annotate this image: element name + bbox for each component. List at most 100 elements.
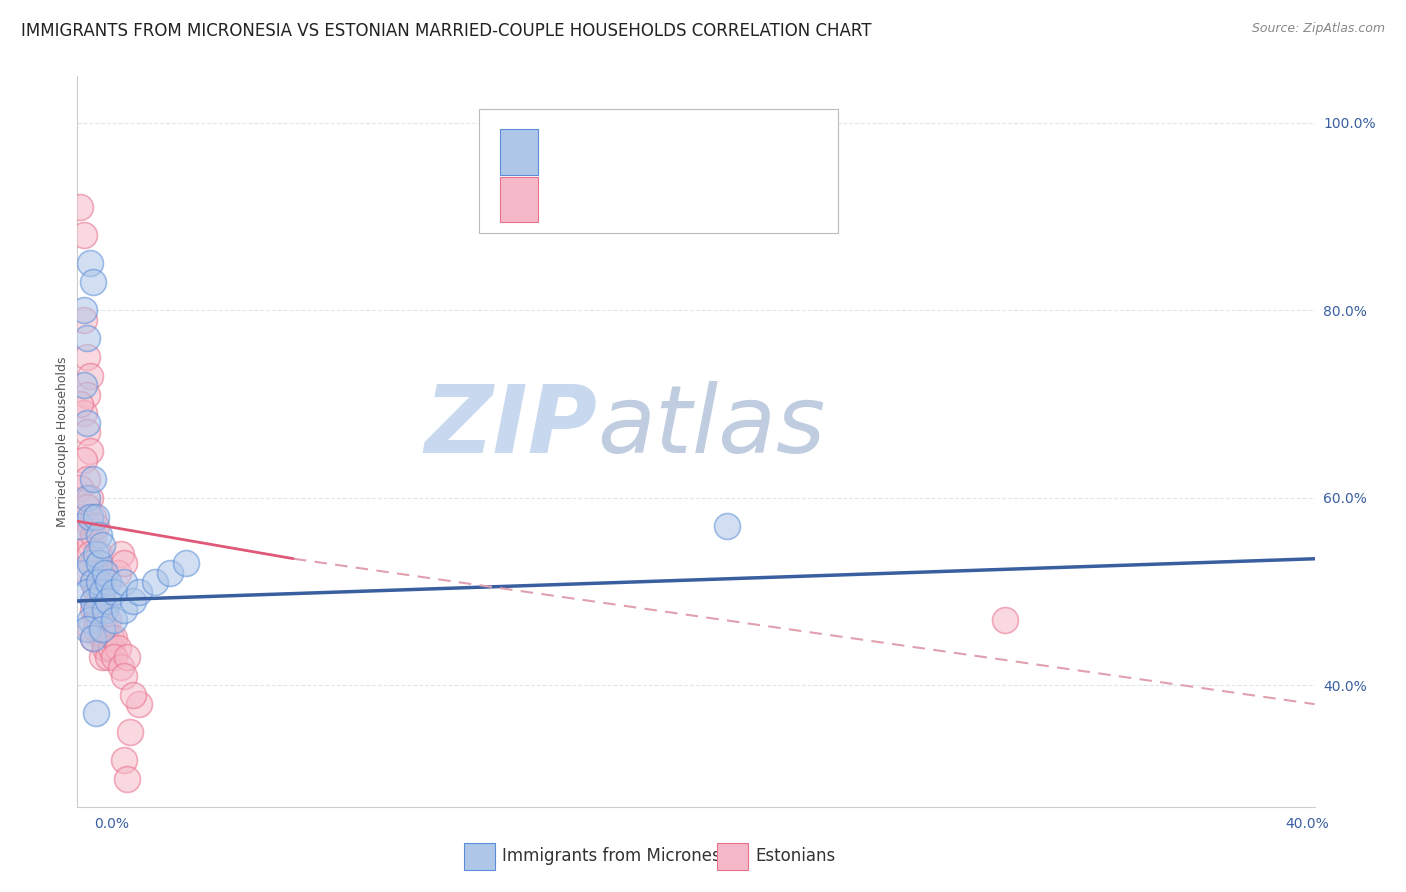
Point [128, 697, 150, 711]
Point [79, 538, 101, 552]
Point [994, 613, 1017, 627]
Point [112, 603, 135, 617]
Point [115, 772, 138, 786]
Point [122, 594, 145, 608]
Text: R = -0.067   N = 67: R = -0.067 N = 67 [550, 190, 713, 208]
Point [72, 228, 94, 243]
Point [100, 632, 122, 646]
Point [103, 613, 125, 627]
Point [82, 472, 104, 486]
Point [84, 584, 107, 599]
Point [72, 453, 94, 467]
Point [97, 594, 120, 608]
Point [91, 650, 114, 665]
Point [82, 528, 104, 542]
Text: ZIP: ZIP [425, 381, 598, 473]
Point [91, 584, 114, 599]
Point [69, 200, 91, 214]
Text: 40.0%: 40.0% [1285, 817, 1329, 830]
Point [112, 753, 135, 767]
Point [91, 632, 114, 646]
Y-axis label: Married-couple Households: Married-couple Households [56, 356, 69, 527]
Point [82, 575, 104, 590]
Point [76, 387, 98, 401]
Point [76, 566, 98, 580]
Point [76, 622, 98, 636]
Point [79, 509, 101, 524]
Point [79, 622, 101, 636]
Point [84, 603, 107, 617]
Text: Estonians: Estonians [755, 847, 835, 865]
Point [82, 575, 104, 590]
Point [97, 613, 120, 627]
Point [103, 584, 125, 599]
Point [112, 557, 135, 571]
FancyBboxPatch shape [501, 129, 537, 175]
Point [94, 632, 117, 646]
Point [122, 688, 145, 702]
Point [91, 622, 114, 636]
Point [94, 566, 117, 580]
Point [115, 650, 138, 665]
Point [94, 640, 117, 655]
Point [72, 312, 94, 326]
Point [76, 331, 98, 345]
Point [69, 397, 91, 411]
Point [84, 622, 107, 636]
Point [100, 640, 122, 655]
Point [82, 603, 104, 617]
Point [97, 575, 120, 590]
Point [87, 575, 110, 590]
Point [87, 528, 110, 542]
Text: R =  0.052   N = 42: R = 0.052 N = 42 [550, 142, 713, 161]
Text: Source: ZipAtlas.com: Source: ZipAtlas.com [1251, 22, 1385, 36]
Point [91, 538, 114, 552]
Point [716, 519, 738, 533]
Point [107, 640, 129, 655]
Point [84, 566, 107, 580]
Point [94, 622, 117, 636]
Point [72, 378, 94, 392]
Point [143, 575, 166, 590]
Point [79, 491, 101, 505]
Point [76, 416, 98, 430]
Point [76, 425, 98, 439]
Point [91, 594, 114, 608]
Point [87, 594, 110, 608]
Point [82, 557, 104, 571]
Point [91, 584, 114, 599]
Point [76, 584, 98, 599]
Point [118, 725, 141, 739]
Point [84, 547, 107, 561]
Text: atlas: atlas [598, 382, 825, 473]
Point [72, 406, 94, 420]
Point [84, 509, 107, 524]
Point [84, 584, 107, 599]
Point [76, 491, 98, 505]
Point [84, 706, 107, 721]
Point [82, 275, 104, 289]
Point [128, 584, 150, 599]
Point [91, 566, 114, 580]
Point [82, 509, 104, 524]
FancyBboxPatch shape [479, 109, 838, 233]
Point [79, 256, 101, 270]
Point [112, 575, 135, 590]
Point [84, 613, 107, 627]
Point [107, 566, 129, 580]
Point [82, 632, 104, 646]
Point [72, 566, 94, 580]
Point [112, 669, 135, 683]
Point [94, 603, 117, 617]
Point [159, 566, 181, 580]
Point [87, 613, 110, 627]
Point [79, 444, 101, 458]
Point [79, 557, 101, 571]
Point [97, 650, 120, 665]
Point [69, 482, 91, 496]
Point [72, 509, 94, 524]
Point [76, 472, 98, 486]
Text: 0.0%: 0.0% [94, 817, 129, 830]
Point [87, 557, 110, 571]
Point [103, 632, 125, 646]
